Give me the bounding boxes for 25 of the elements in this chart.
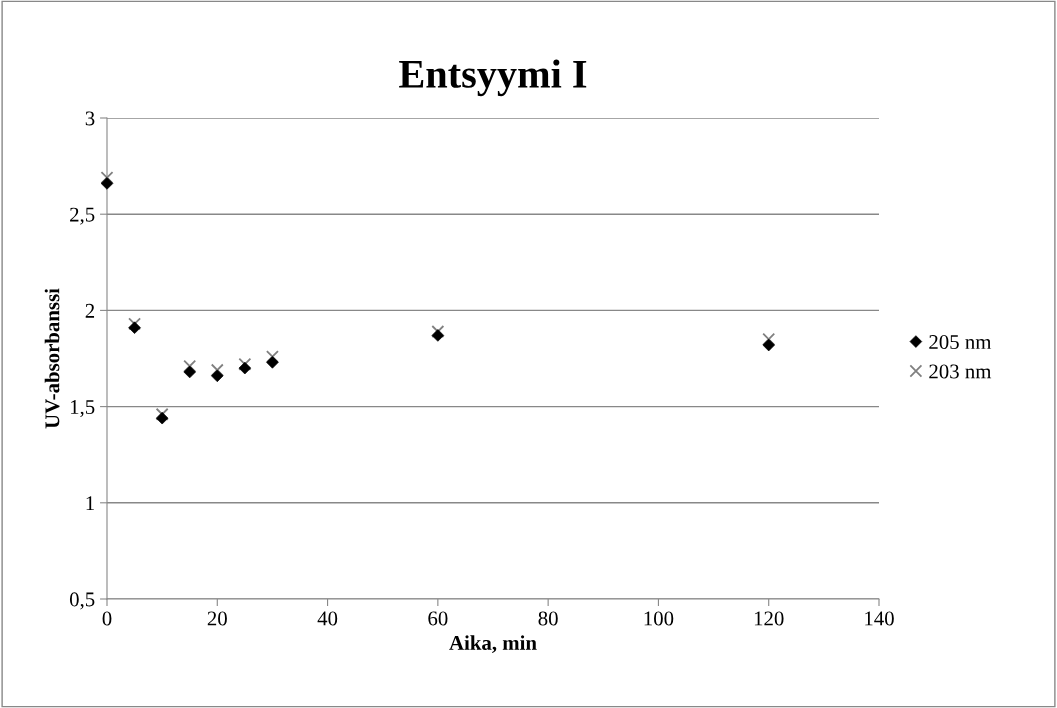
point [128,317,142,331]
y-tick-label: 2,5 [70,207,95,225]
x-tick-label: 140 [865,611,894,626]
point [155,407,169,421]
x-tick-label: 80 [538,611,558,626]
chart-title: Entsyymi I [399,59,587,97]
x-tick-label: 40 [317,611,338,626]
y-tick-label: 3 [85,111,95,126]
x-tick-label: 0 [102,611,112,626]
point [431,325,445,339]
x-tick-label: 100 [644,611,674,626]
x-tick-label: 120 [754,611,784,626]
y-tick-label: 0,5 [69,592,95,610]
y-tick-label: 1,5 [70,400,95,418]
point [100,171,114,185]
x-tick-label: 60 [428,611,448,626]
x-tick-label: 20 [207,611,227,626]
y-axis-title: UV-absorbanssi [44,288,60,429]
point [265,350,279,364]
legend-label: 203 nm [929,364,992,379]
y-tick-label: 1 [86,496,94,511]
legend-label: 205 nm [929,335,992,350]
y-tick-label: 2 [85,303,95,318]
x-axis-title: Aika, min [449,635,537,653]
point [238,357,252,371]
